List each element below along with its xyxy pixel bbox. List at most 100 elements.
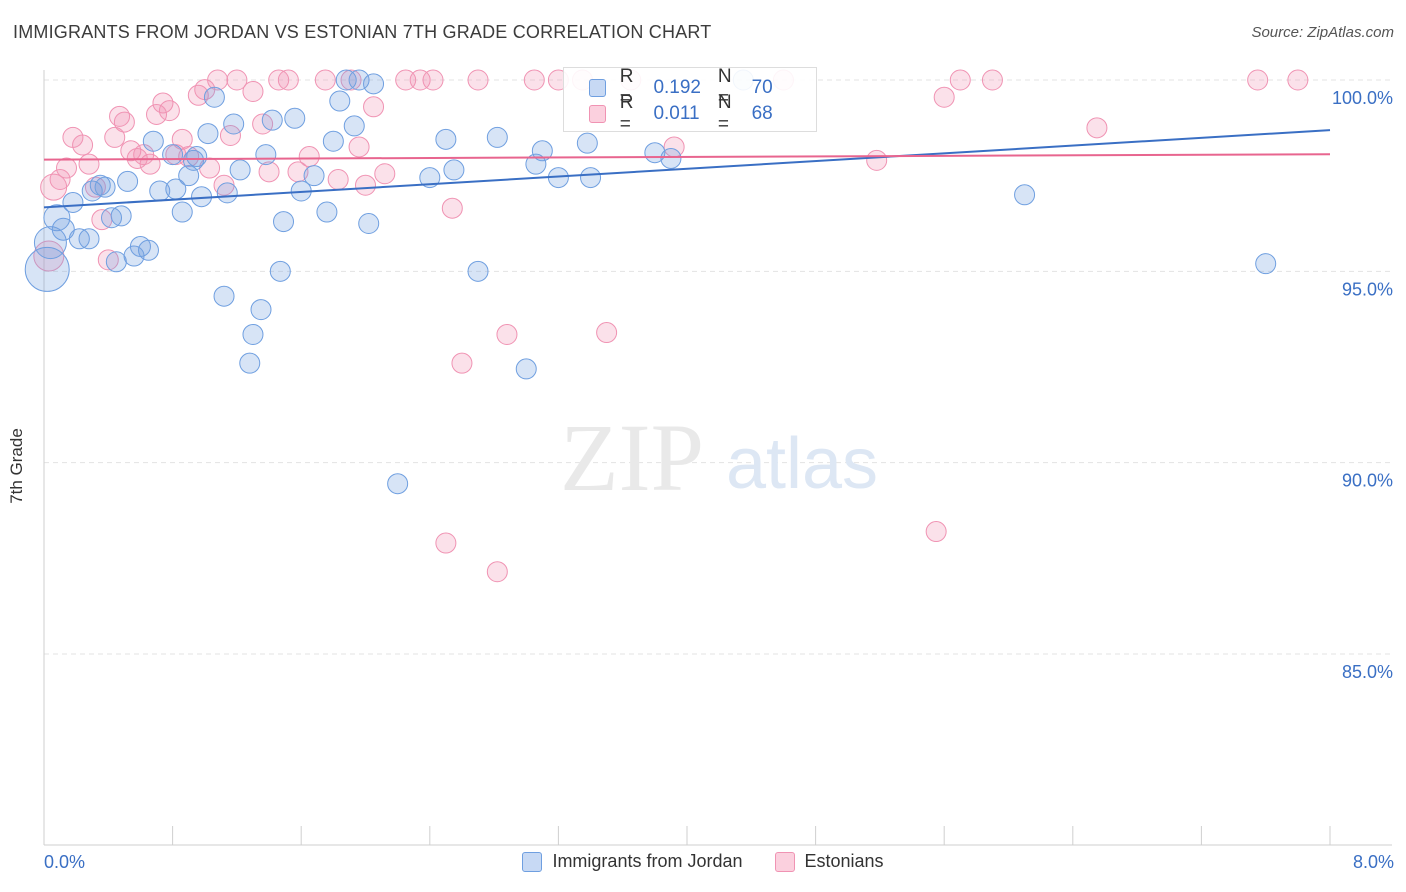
point-jordan-56 <box>515 358 537 380</box>
point-estonians-10 <box>104 126 126 148</box>
point-jordan-41 <box>303 165 325 187</box>
point-jordan-35 <box>255 144 277 166</box>
point-jordan-19 <box>162 144 184 166</box>
point-jordan-0 <box>24 246 70 292</box>
point-jordan-38 <box>273 211 295 233</box>
point-jordan-45 <box>335 69 357 91</box>
jordan-r-value: 0.192 <box>653 77 701 98</box>
estonians-r-value: 0.011 <box>653 103 700 124</box>
point-estonians-44 <box>395 69 417 91</box>
point-estonians-2 <box>49 168 71 190</box>
point-estonians-50 <box>467 69 489 91</box>
series-estonians <box>33 69 1309 583</box>
legend-item-estonians[interactable]: Estonians <box>774 851 884 872</box>
x-tick-label-max: 8.0% <box>1352 852 1394 872</box>
trend-lines <box>43 129 1331 209</box>
point-jordan-31 <box>229 159 251 181</box>
point-estonians-48 <box>441 197 463 219</box>
point-estonians-53 <box>523 69 545 91</box>
point-estonians-63 <box>949 69 971 91</box>
point-estonians-36 <box>298 146 320 168</box>
point-estonians-17 <box>146 103 168 125</box>
point-jordan-43 <box>322 130 344 152</box>
point-estonians-6 <box>78 153 100 175</box>
estonians-n-value: 68 <box>751 103 773 124</box>
point-estonians-29 <box>226 69 248 91</box>
jordan-n-value: 70 <box>751 77 773 98</box>
point-estonians-23 <box>187 84 209 106</box>
point-estonians-3 <box>56 157 78 179</box>
point-estonians-65 <box>1086 117 1108 139</box>
point-jordan-66 <box>1255 253 1277 275</box>
watermark-atlas: atlas <box>726 424 878 504</box>
point-jordan-3 <box>51 217 75 241</box>
y-tick-labels: 85.0% 90.0% 95.0% 100.0% <box>1332 88 1393 682</box>
trendline-jordan <box>43 129 1331 209</box>
stats-row-estonians: R = 0.011 N = 68 <box>589 92 816 135</box>
legend-jordan-label: Immigrants from Jordan <box>552 851 743 871</box>
stats-row-jordan: R = 0.192 N = 70 <box>589 66 816 109</box>
point-jordan-44 <box>329 90 351 112</box>
estonians-n-label: N = <box>717 92 732 135</box>
point-estonians-52 <box>496 323 518 345</box>
point-estonians-40 <box>348 136 370 158</box>
estonians-swatch <box>589 105 606 123</box>
point-estonians-47 <box>435 532 457 554</box>
point-estonians-16 <box>139 153 161 175</box>
point-estonians-62 <box>933 86 955 108</box>
point-jordan-46 <box>343 115 365 137</box>
point-jordan-65 <box>1014 184 1036 206</box>
jordan-swatch <box>589 79 606 97</box>
point-estonians-45 <box>409 69 431 91</box>
point-estonians-51 <box>486 561 508 583</box>
point-estonians-37 <box>314 69 336 91</box>
point-jordan-27 <box>203 86 225 108</box>
point-estonians-56 <box>596 322 618 344</box>
point-jordan-30 <box>223 113 245 135</box>
point-jordan-57 <box>525 153 547 175</box>
legend-jordan-swatch <box>522 851 543 872</box>
point-jordan-36 <box>261 109 283 131</box>
point-jordan-51 <box>419 167 441 189</box>
trendline-estonians <box>43 153 1331 161</box>
point-jordan-11 <box>105 251 127 273</box>
axes <box>43 70 1392 846</box>
x-tick-label-min: 0.0% <box>44 852 86 872</box>
point-estonians-46 <box>422 69 444 91</box>
point-jordan-37 <box>269 260 291 282</box>
y-tick-label-90: 90.0% <box>1342 471 1393 491</box>
point-jordan-55 <box>486 126 508 148</box>
series-legend: Immigrants from Jordan Estonians <box>0 851 1406 872</box>
point-jordan-17 <box>142 130 164 152</box>
estonians-r-label: R = <box>619 92 634 135</box>
point-jordan-23 <box>182 149 204 171</box>
point-jordan-4 <box>62 191 84 213</box>
point-jordan-54 <box>467 260 489 282</box>
legend-item-jordan[interactable]: Immigrants from Jordan <box>522 851 743 872</box>
point-jordan-6 <box>78 228 100 250</box>
point-jordan-21 <box>171 201 193 223</box>
y-axis-label: 7th Grade <box>7 428 26 504</box>
source-label: Source: ZipAtlas.com <box>1251 24 1394 41</box>
point-jordan-63 <box>660 147 682 169</box>
stats-legend: R = 0.192 N = 70 R = 0.011 N = 68 <box>563 66 817 135</box>
point-jordan-32 <box>239 352 261 374</box>
point-jordan-2 <box>43 204 71 232</box>
point-jordan-49 <box>363 73 385 95</box>
point-estonians-30 <box>242 80 264 102</box>
point-estonians-34 <box>277 69 299 91</box>
point-jordan-12 <box>110 205 132 227</box>
point-jordan-52 <box>435 128 457 150</box>
point-jordan-26 <box>197 123 219 145</box>
point-jordan-29 <box>216 182 238 204</box>
point-jordan-24 <box>186 146 208 168</box>
point-jordan-33 <box>242 323 264 345</box>
point-estonians-5 <box>72 134 94 156</box>
point-estonians-26 <box>207 69 229 91</box>
point-jordan-9 <box>94 176 116 198</box>
point-estonians-64 <box>981 69 1003 91</box>
point-jordan-42 <box>316 201 338 223</box>
point-jordan-13 <box>117 170 139 192</box>
point-estonians-19 <box>158 100 180 122</box>
